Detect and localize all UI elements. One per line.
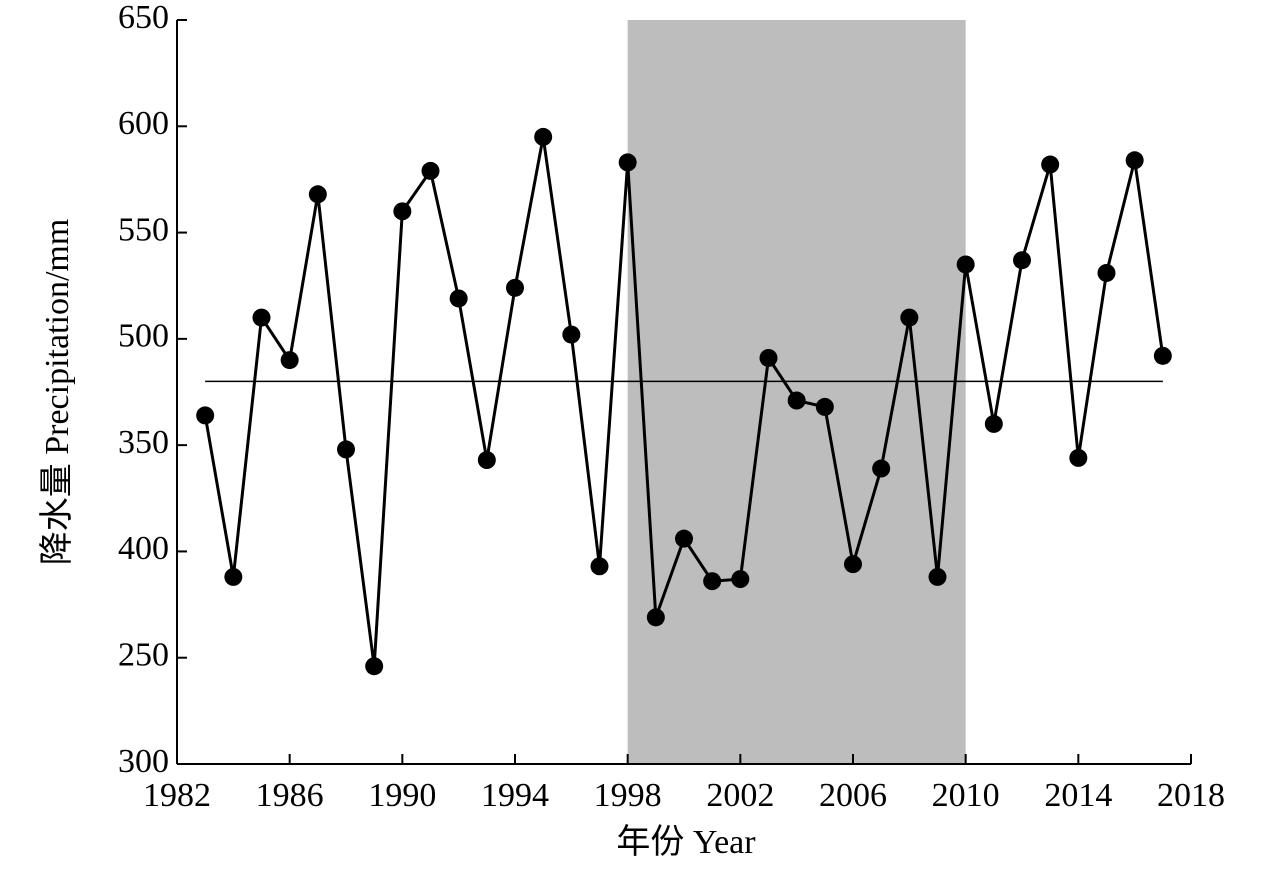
data-point bbox=[365, 657, 384, 676]
data-point bbox=[477, 451, 496, 470]
data-point bbox=[506, 278, 524, 297]
data-point bbox=[956, 255, 975, 274]
x-tick-label: 1994 bbox=[481, 777, 549, 814]
data-point bbox=[646, 608, 665, 627]
y-tick-label: 550 bbox=[118, 211, 169, 248]
data-point bbox=[280, 351, 299, 370]
y-tick-label: 350 bbox=[118, 424, 169, 461]
x-tick-label: 1986 bbox=[256, 777, 324, 814]
data-point bbox=[872, 459, 891, 478]
data-point bbox=[787, 391, 806, 410]
data-point bbox=[196, 406, 215, 425]
data-point bbox=[1153, 346, 1172, 365]
y-tick-label: 600 bbox=[118, 105, 169, 142]
data-point bbox=[421, 161, 440, 180]
data-point bbox=[1097, 263, 1116, 282]
data-point bbox=[449, 289, 468, 308]
data-point bbox=[252, 308, 271, 327]
y-axis-label: 降水量 Precipitation/mm bbox=[38, 219, 76, 566]
data-point bbox=[984, 414, 1003, 433]
x-tick-label: 2018 bbox=[1157, 777, 1225, 814]
data-point bbox=[1013, 251, 1031, 270]
data-point bbox=[731, 570, 750, 589]
y-tick-label: 250 bbox=[118, 637, 169, 674]
data-point bbox=[703, 572, 722, 591]
x-tick-label: 2010 bbox=[932, 777, 1000, 814]
data-point bbox=[1069, 448, 1088, 467]
data-point bbox=[928, 567, 947, 586]
data-point bbox=[1125, 151, 1144, 170]
y-tick-label: 300 bbox=[118, 743, 169, 780]
data-point bbox=[618, 153, 637, 172]
x-tick-label: 2006 bbox=[819, 777, 887, 814]
x-tick-label: 1990 bbox=[368, 777, 436, 814]
data-point bbox=[534, 127, 553, 146]
x-tick-label: 1982 bbox=[143, 777, 211, 814]
y-tick-label: 500 bbox=[118, 318, 169, 355]
data-point bbox=[308, 185, 327, 204]
x-axis-label: 年份 Year bbox=[616, 823, 756, 861]
x-tick-label: 1998 bbox=[594, 777, 662, 814]
data-point bbox=[815, 397, 834, 416]
y-tick-label: 650 bbox=[118, 0, 169, 36]
y-tick-label: 400 bbox=[118, 530, 169, 567]
x-tick-label: 2014 bbox=[1044, 777, 1112, 814]
data-point bbox=[562, 325, 581, 344]
data-point bbox=[393, 202, 412, 221]
data-point bbox=[1041, 155, 1060, 174]
data-point bbox=[900, 308, 919, 327]
data-point bbox=[844, 555, 862, 574]
data-point bbox=[759, 348, 778, 367]
data-point bbox=[675, 529, 693, 548]
data-point bbox=[224, 567, 243, 586]
data-point bbox=[337, 440, 355, 459]
data-point bbox=[590, 557, 609, 576]
x-tick-label: 2002 bbox=[706, 777, 774, 814]
